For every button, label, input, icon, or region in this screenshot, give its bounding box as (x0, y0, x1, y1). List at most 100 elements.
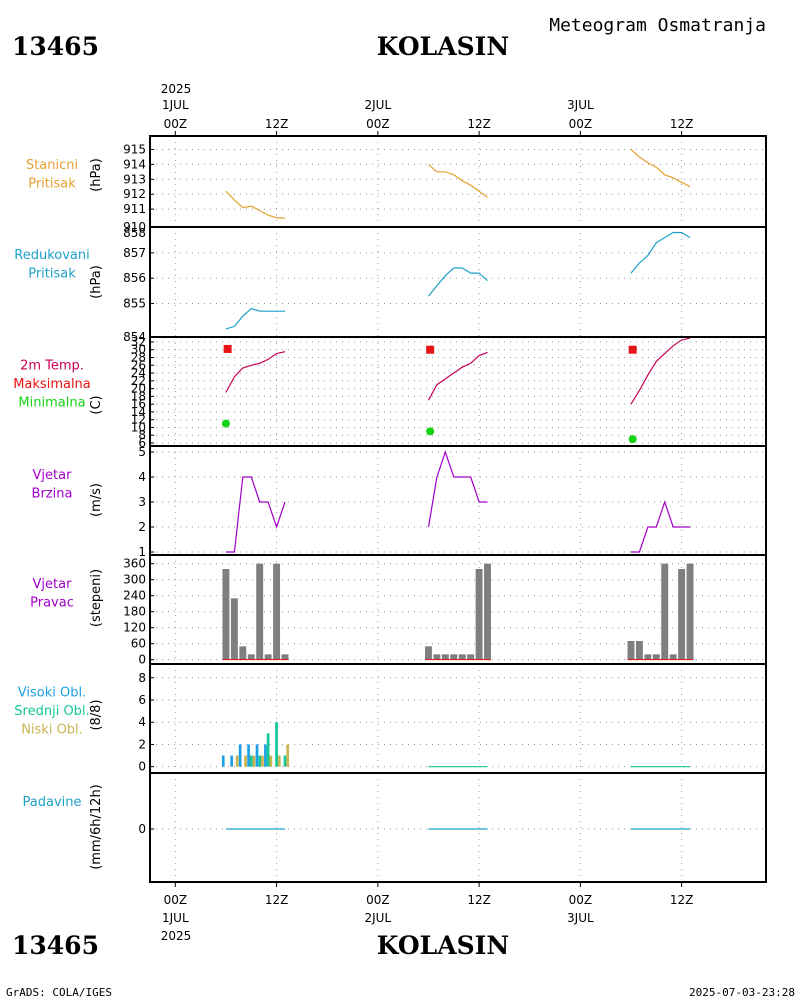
y-tick-label: 18 (131, 389, 146, 403)
y-tick-label: 3 (138, 495, 146, 509)
panel-label: Maksimalna (13, 377, 91, 392)
cloud-bar-high (247, 744, 250, 767)
cloud-bar-mid (266, 733, 270, 767)
cloud-bar-high (230, 755, 234, 767)
series-line (427, 351, 488, 401)
y-tick-label: 180 (123, 605, 146, 619)
top-hour-label: 12Z (265, 117, 289, 131)
chart-title: Meteogram Osmatranja (549, 15, 766, 36)
y-tick-label: 12 (131, 413, 146, 427)
direction-bar (264, 654, 272, 660)
bottom-hour-label: 00Z (366, 893, 390, 907)
direction-bar (467, 654, 475, 660)
panel-label: Stanicni (26, 158, 78, 173)
direction-bar (433, 654, 441, 660)
bottom-hour-label: 00Z (569, 893, 593, 907)
y-tick-label: 858 (123, 226, 146, 240)
bottom-hour-label: 12Z (467, 893, 491, 907)
y-tick-label: 240 (123, 589, 146, 603)
y-tick-label: 24 (131, 366, 146, 380)
direction-bar (661, 563, 669, 660)
y-tick-label: 856 (123, 271, 146, 285)
y-tick-label: 120 (123, 621, 146, 635)
bottom-hour-label: 12Z (265, 893, 289, 907)
y-tick-label: 857 (123, 246, 146, 260)
axis-unit-label: (8/8) (89, 699, 104, 730)
panel-label: 2m Temp. (20, 359, 84, 374)
panel-label: Pritisak (28, 266, 76, 281)
y-tick-label: 28 (131, 350, 146, 364)
direction-bar (458, 654, 466, 660)
y-tick-label: 8 (138, 428, 146, 442)
y-tick-label: 914 (123, 157, 146, 171)
panel-label: Srednji Obl. (14, 704, 89, 719)
panel-label: Vjetar (33, 577, 73, 592)
max-temp-marker (426, 345, 435, 354)
cloud-bar-high (221, 755, 225, 767)
y-tick-label: 5 (138, 445, 146, 459)
y-tick-label: 14 (131, 405, 146, 419)
y-tick-label: 4 (138, 715, 146, 729)
panel-wind-direction: 0 60 120 180 240 300 360 (stepeni) Vjetar Pravac (30, 554, 767, 667)
direction-bar (256, 563, 264, 660)
cloud-bar-low (277, 755, 281, 767)
panel-label: Visoki Obl. (18, 686, 86, 701)
direction-bar (247, 654, 255, 660)
cloud-bar-low (261, 755, 264, 767)
y-tick-label: 854 (123, 330, 146, 344)
axis-unit-label: (stepeni) (89, 569, 104, 627)
y-tick-label: 910 (123, 220, 146, 234)
direction-bar (239, 646, 247, 660)
y-tick-label: 22 (131, 374, 146, 388)
bottom-hour-label: 12Z (670, 893, 694, 907)
y-tick-label: 10 (131, 420, 146, 434)
panel-reduced-pressure: 855 856 857 854 858 (hPa)Redukovani Pritisak (14, 226, 767, 344)
generated-timestamp: 2025-07-03-23:28 (689, 986, 795, 999)
y-tick-label: 26 (131, 358, 146, 372)
top-hour-label: 00Z (569, 117, 593, 131)
cloud-bar-mid (275, 722, 278, 767)
bottom-date-label: 2JUL (365, 911, 392, 925)
panel-label: Brzina (32, 486, 73, 501)
series-line (225, 476, 286, 553)
panel-frame (149, 135, 767, 228)
panel-frame (149, 445, 767, 556)
direction-bar (222, 569, 230, 660)
top-date-label: 1JUL (162, 98, 189, 112)
cloud-bar-low (244, 755, 247, 767)
panel-label: Minimalna (18, 396, 85, 411)
y-tick-label: 30 (131, 343, 146, 357)
series-line (428, 267, 488, 297)
y-tick-label: 2 (138, 737, 146, 751)
top-date-label: 2JUL (365, 98, 392, 112)
direction-bar (635, 641, 643, 660)
min-temp-marker (628, 435, 637, 444)
series-line (630, 337, 691, 405)
top-hour-label: 12Z (670, 117, 694, 131)
y-tick-label: 16 (131, 397, 146, 411)
direction-bar (484, 563, 491, 660)
bottom-date-label: 3JUL (567, 911, 594, 925)
direction-bar (652, 654, 660, 660)
y-tick-label: 912 (123, 187, 146, 201)
max-temp-marker (628, 345, 637, 354)
axis-unit-label: (m/s) (89, 483, 104, 517)
y-tick-label: 0 (138, 822, 146, 836)
direction-bar (686, 563, 694, 660)
max-temp-marker (223, 344, 232, 353)
cloud-bar-low (252, 755, 256, 767)
axis-unit-label: (C) (89, 395, 104, 414)
direction-bar (678, 569, 686, 660)
y-tick-label: 913 (123, 172, 146, 186)
panel-frame (149, 336, 767, 447)
cloud-bar-low (235, 755, 239, 767)
bottom-year-label: 2025 (161, 929, 192, 943)
cloud-bar-high (238, 744, 242, 767)
chart-layer: 911912913914915910(hPa)StanicniPritisak8… (13, 98, 767, 925)
cloud-bar-high (255, 744, 259, 767)
panel-label: Padavine (23, 795, 82, 810)
y-tick-label: 32 (131, 335, 146, 349)
